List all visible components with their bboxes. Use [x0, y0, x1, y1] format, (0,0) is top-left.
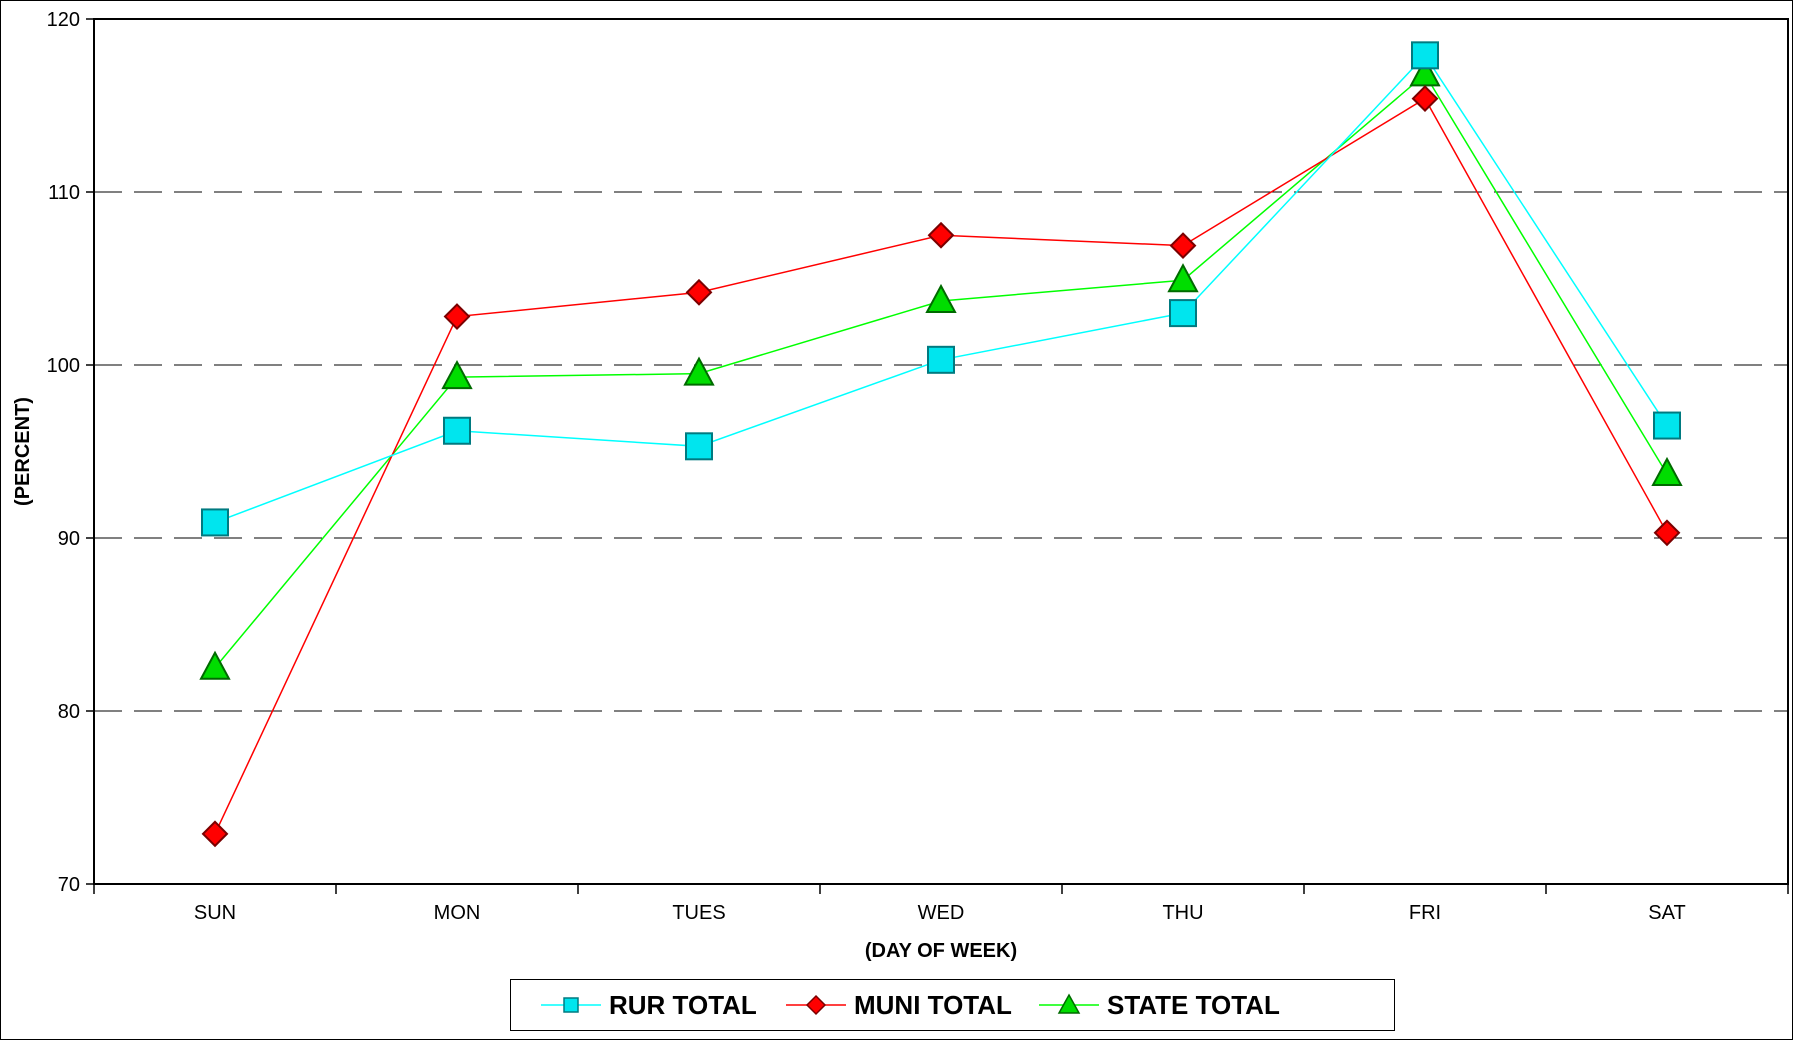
x-tick-label: FRI	[1409, 902, 1441, 924]
series-line	[214, 97, 1668, 835]
legend-swatch-triangle-icon	[1039, 993, 1099, 1014]
y-tick-label: 80	[58, 701, 80, 723]
x-tick-label: SAT	[1648, 902, 1685, 924]
data-point-diamond	[927, 221, 955, 249]
x-axis-title: (DAY OF WEEK)	[865, 940, 1017, 962]
data-point-square	[1411, 41, 1439, 70]
legend-label-state-total: STATE TOTAL	[1107, 989, 1280, 1020]
data-point-square	[685, 432, 713, 461]
y-tick-label: 110	[48, 182, 80, 204]
legend-entry-state-total: STATE TOTAL	[1039, 980, 1280, 1030]
data-point-square	[1169, 299, 1197, 328]
x-tick-label: THU	[1162, 902, 1203, 924]
data-point-diamond	[201, 820, 229, 848]
axes: 70 80 90 100 110 120 SUN MON TUES WED THU FRI SAT	[47, 9, 1789, 924]
y-tick-label: 100	[47, 355, 80, 377]
data-point-triangle	[1167, 263, 1199, 293]
data-point-diamond	[685, 278, 713, 306]
data-point-diamond	[1169, 232, 1197, 260]
data-point-square	[1653, 411, 1681, 440]
data-point-square	[443, 416, 471, 445]
data-point-triangle	[441, 360, 473, 390]
legend-entry-muni-total: MUNI TOTAL	[786, 980, 1012, 1030]
legend-label-muni-total: MUNI TOTAL	[854, 989, 1012, 1020]
data-point-triangle	[199, 650, 231, 680]
legend-swatch-square-icon	[541, 997, 601, 1013]
legend-entry-rur-total: RUR TOTAL	[541, 980, 757, 1030]
gridlines	[94, 191, 1788, 712]
y-tick-label: 70	[58, 874, 80, 896]
data-point-square	[927, 345, 955, 374]
y-tick-label: 90	[58, 528, 80, 550]
x-tick-label: WED	[918, 902, 965, 924]
legend-swatch-diamond-icon	[786, 994, 846, 1016]
x-tick-label: TUES	[672, 902, 725, 924]
x-tick-label: MON	[434, 902, 481, 924]
legend: RUR TOTAL MUNI TOTAL STATE TOTAL	[510, 979, 1395, 1031]
data-point-diamond	[443, 303, 471, 330]
x-tick-label: SUN	[194, 902, 236, 924]
data-point-triangle	[1651, 456, 1683, 486]
data-point-square	[201, 508, 229, 537]
series	[199, 41, 1683, 848]
data-point-triangle	[925, 283, 957, 313]
data-point-triangle	[683, 356, 715, 386]
y-axis-title: (PERCENT)	[12, 397, 34, 506]
legend-label-rur-total: RUR TOTAL	[609, 989, 757, 1020]
data-point-diamond	[1411, 85, 1439, 112]
plot-area-border	[93, 18, 1789, 885]
data-point-diamond	[1653, 519, 1681, 547]
y-tick-label: 120	[47, 9, 80, 31]
